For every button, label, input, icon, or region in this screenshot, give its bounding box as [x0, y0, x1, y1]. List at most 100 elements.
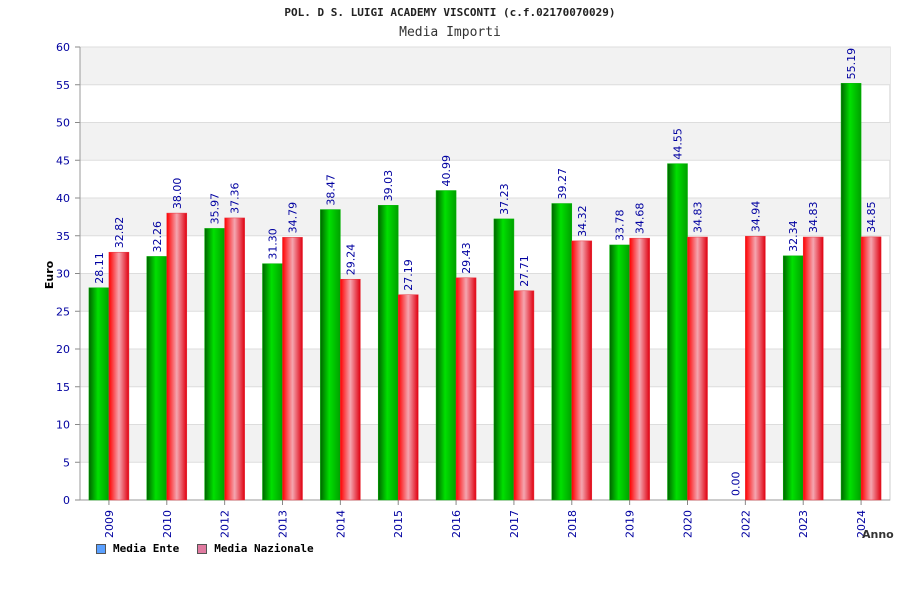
- y-tick-label: 15: [56, 381, 70, 394]
- x-tick-label: 2019: [624, 510, 637, 538]
- data-label: 39.03: [382, 170, 395, 202]
- x-tick-label: 2016: [450, 510, 463, 538]
- data-label: 37.36: [229, 182, 242, 214]
- bar-media-nazionale: [166, 212, 188, 501]
- bar-media-nazionale: [571, 240, 593, 501]
- data-label: 38.47: [324, 174, 337, 206]
- x-tick-label: 2018: [566, 510, 579, 538]
- bar-media-ente: [435, 190, 457, 501]
- bar-media-nazionale: [397, 294, 419, 501]
- y-tick-label: 30: [56, 268, 70, 281]
- x-tick-label: 2010: [161, 510, 174, 538]
- grid-band: [80, 122, 890, 161]
- data-label: 34.68: [634, 203, 647, 235]
- bar-media-ente: [377, 205, 399, 501]
- legend-swatch-nazionale: [197, 543, 208, 554]
- y-tick-label: 25: [56, 305, 70, 318]
- bar-media-nazionale: [282, 237, 303, 501]
- bar-media-ente: [493, 218, 515, 501]
- data-label: 55.19: [845, 48, 858, 80]
- data-label: 34.83: [692, 202, 705, 234]
- y-tick-label: 40: [56, 192, 70, 205]
- x-tick-label: 2024: [855, 510, 868, 538]
- bar-media-ente: [204, 228, 225, 501]
- data-label: 40.99: [440, 155, 453, 187]
- data-label: 34.94: [749, 201, 762, 233]
- bar-media-nazionale: [340, 278, 361, 501]
- data-label: 33.78: [614, 209, 627, 241]
- bar-media-nazionale: [745, 235, 766, 501]
- x-tick-label: 2022: [739, 510, 752, 538]
- bar-media-ente: [146, 256, 168, 501]
- data-label: 32.26: [151, 221, 164, 253]
- y-tick-label: 35: [56, 230, 70, 243]
- y-tick-label: 45: [56, 154, 70, 167]
- legend-item-ente: Media Ente: [96, 542, 179, 555]
- y-tick-label: 10: [56, 419, 70, 432]
- y-tick-label: 60: [56, 41, 70, 54]
- data-label: 29.24: [344, 244, 357, 276]
- bar-media-ente: [609, 244, 630, 501]
- data-label: 32.34: [787, 220, 800, 252]
- data-label: 34.79: [287, 202, 300, 234]
- bar-media-ente: [551, 203, 573, 501]
- data-label: 38.00: [171, 178, 184, 210]
- bar-media-nazionale: [224, 217, 245, 501]
- data-label: 31.30: [267, 228, 280, 260]
- data-label: 28.11: [93, 252, 106, 284]
- data-label: 27.19: [402, 259, 415, 291]
- x-tick-label: 2009: [103, 510, 116, 538]
- y-axis-label: Euro: [43, 260, 56, 289]
- data-label: 44.55: [672, 128, 685, 160]
- y-tick-label: 5: [63, 456, 70, 469]
- data-label: 35.97: [209, 193, 222, 225]
- y-tick-label: 50: [56, 117, 70, 130]
- bar-media-ente: [840, 83, 862, 501]
- legend-label-nazionale: Media Nazionale: [214, 542, 314, 555]
- y-tick-label: 0: [63, 494, 70, 507]
- x-axis-label: Anno: [862, 528, 894, 541]
- grid-band: [80, 47, 890, 85]
- grid-band: [80, 198, 890, 236]
- x-tick-label: 2015: [392, 510, 405, 538]
- bar-media-ente: [262, 263, 283, 501]
- bar-media-ente: [667, 163, 688, 501]
- x-tick-label: 2017: [508, 510, 521, 538]
- bar-media-nazionale: [802, 236, 824, 501]
- y-tick-label: 20: [56, 343, 70, 356]
- data-label: 0.00: [729, 472, 742, 497]
- legend-label-ente: Media Ente: [113, 542, 180, 555]
- x-tick-label: 2013: [277, 510, 290, 538]
- data-label: 32.82: [113, 217, 126, 249]
- y-tick-label: 55: [56, 79, 70, 92]
- x-tick-label: 2020: [682, 510, 695, 538]
- chart-subtitle: Media Importi: [399, 25, 501, 40]
- data-label: 37.23: [498, 183, 511, 215]
- bar-media-ente: [320, 209, 341, 501]
- bar-media-nazionale: [860, 236, 882, 501]
- data-label: 27.71: [518, 255, 531, 287]
- data-label: 34.32: [576, 205, 589, 237]
- grid-band: [80, 349, 890, 387]
- data-label: 29.43: [460, 242, 473, 274]
- grid-band: [80, 424, 890, 463]
- bar-media-ente: [782, 255, 804, 501]
- data-label: 34.85: [865, 201, 878, 233]
- bar-media-nazionale: [108, 251, 130, 501]
- chart-title: POL. D S. LUIGI ACADEMY VISCONTI (c.f.02…: [284, 6, 616, 19]
- grid-band: [80, 273, 890, 312]
- legend: Media Ente Media Nazionale: [96, 542, 314, 555]
- x-tick-label: 2014: [334, 510, 347, 538]
- legend-swatch-ente: [96, 543, 106, 554]
- bar-media-nazionale: [629, 237, 650, 501]
- data-label: 34.83: [807, 202, 820, 234]
- legend-item-nazionale: Media Nazionale: [197, 542, 314, 555]
- bar-media-ente: [88, 287, 110, 501]
- bar-media-nazionale: [513, 290, 535, 501]
- data-label: 39.27: [556, 168, 569, 200]
- bar-media-nazionale: [687, 236, 708, 501]
- x-tick-label: 2012: [219, 510, 232, 538]
- bar-media-nazionale: [455, 277, 477, 501]
